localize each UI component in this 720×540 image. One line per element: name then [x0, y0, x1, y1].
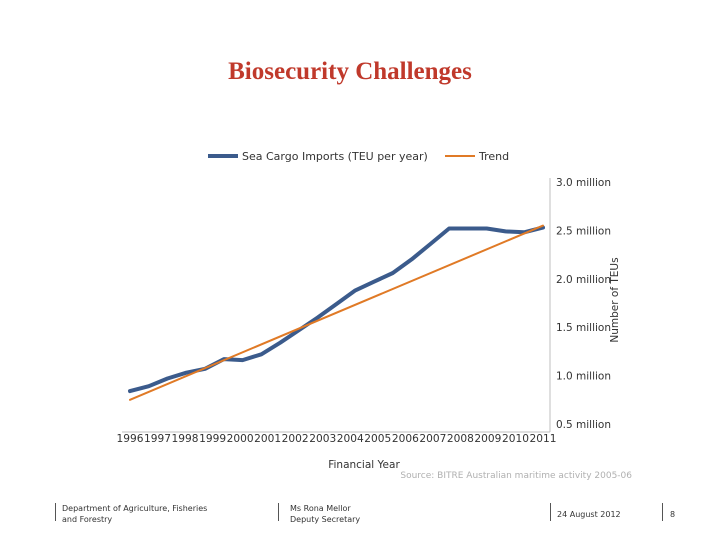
series-group — [128, 224, 545, 401]
legend-label-trend: Trend — [478, 150, 509, 163]
x-tick-label: 2006 — [392, 433, 419, 445]
footer-page-number: 8 — [670, 510, 676, 519]
slide-title: Biosecurity Challenges — [228, 58, 472, 85]
y-tick-label: 1.0 million — [556, 371, 611, 383]
x-tick-label: 2008 — [447, 433, 474, 445]
footer-department: Department of Agriculture, Fisheries and… — [62, 504, 208, 524]
x-tick-label: 2000 — [227, 433, 254, 445]
x-tick-label: 1997 — [144, 433, 171, 445]
x-tick-label: 2010 — [502, 433, 529, 445]
footer-divider — [550, 503, 551, 521]
footer-presenter-role: Deputy Secretary — [290, 515, 361, 524]
x-tick-label: 2002 — [282, 433, 309, 445]
chart-legend: Sea Cargo Imports (TEU per year) Trend — [208, 150, 509, 163]
x-tick-label: 2004 — [337, 433, 364, 445]
x-tick-label: 1996 — [117, 433, 144, 445]
x-tick-label: 2001 — [254, 433, 281, 445]
y-tick-label: 1.5 million — [556, 322, 611, 334]
x-tick-label: 2003 — [309, 433, 336, 445]
x-axis-title: Financial Year — [328, 459, 400, 471]
x-tick-label: 2009 — [474, 433, 501, 445]
y-tick-label: 3.0 million — [556, 177, 611, 189]
footer-date: 24 August 2012 — [557, 510, 621, 519]
footer-presenter: Ms Rona Mellor Deputy Secretary — [290, 503, 410, 525]
y-tick-label: 2.5 million — [556, 225, 611, 237]
y-tick-label: 2.0 million — [556, 274, 611, 286]
y-tick-labels: 0.5 million 1.0 million 1.5 million 2.0 mil… — [556, 177, 611, 431]
x-tick-label: 2007 — [419, 433, 446, 445]
legend-label-series: Sea Cargo Imports (TEU per year) — [242, 150, 428, 163]
footer-divider — [278, 503, 279, 521]
chart-source-note: Source: BITRE Australian maritime activi… — [400, 471, 632, 481]
y-axis-title: Number of TEUs — [609, 257, 621, 342]
y-tick-label: 0.5 million — [556, 419, 611, 431]
footer-divider — [662, 503, 663, 521]
footer-presenter-name: Ms Rona Mellor — [290, 504, 351, 513]
series-line-trend — [129, 224, 544, 401]
x-tick-label: 1999 — [199, 433, 226, 445]
x-tick-label: 2005 — [364, 433, 391, 445]
x-tick-labels: 1996 1997 1998 1999 2000 2001 2002 2003 2004 2005… — [117, 433, 557, 445]
x-tick-label: 1998 — [172, 433, 199, 445]
footer-divider — [55, 503, 56, 521]
x-tick-label: 2011 — [530, 433, 557, 445]
